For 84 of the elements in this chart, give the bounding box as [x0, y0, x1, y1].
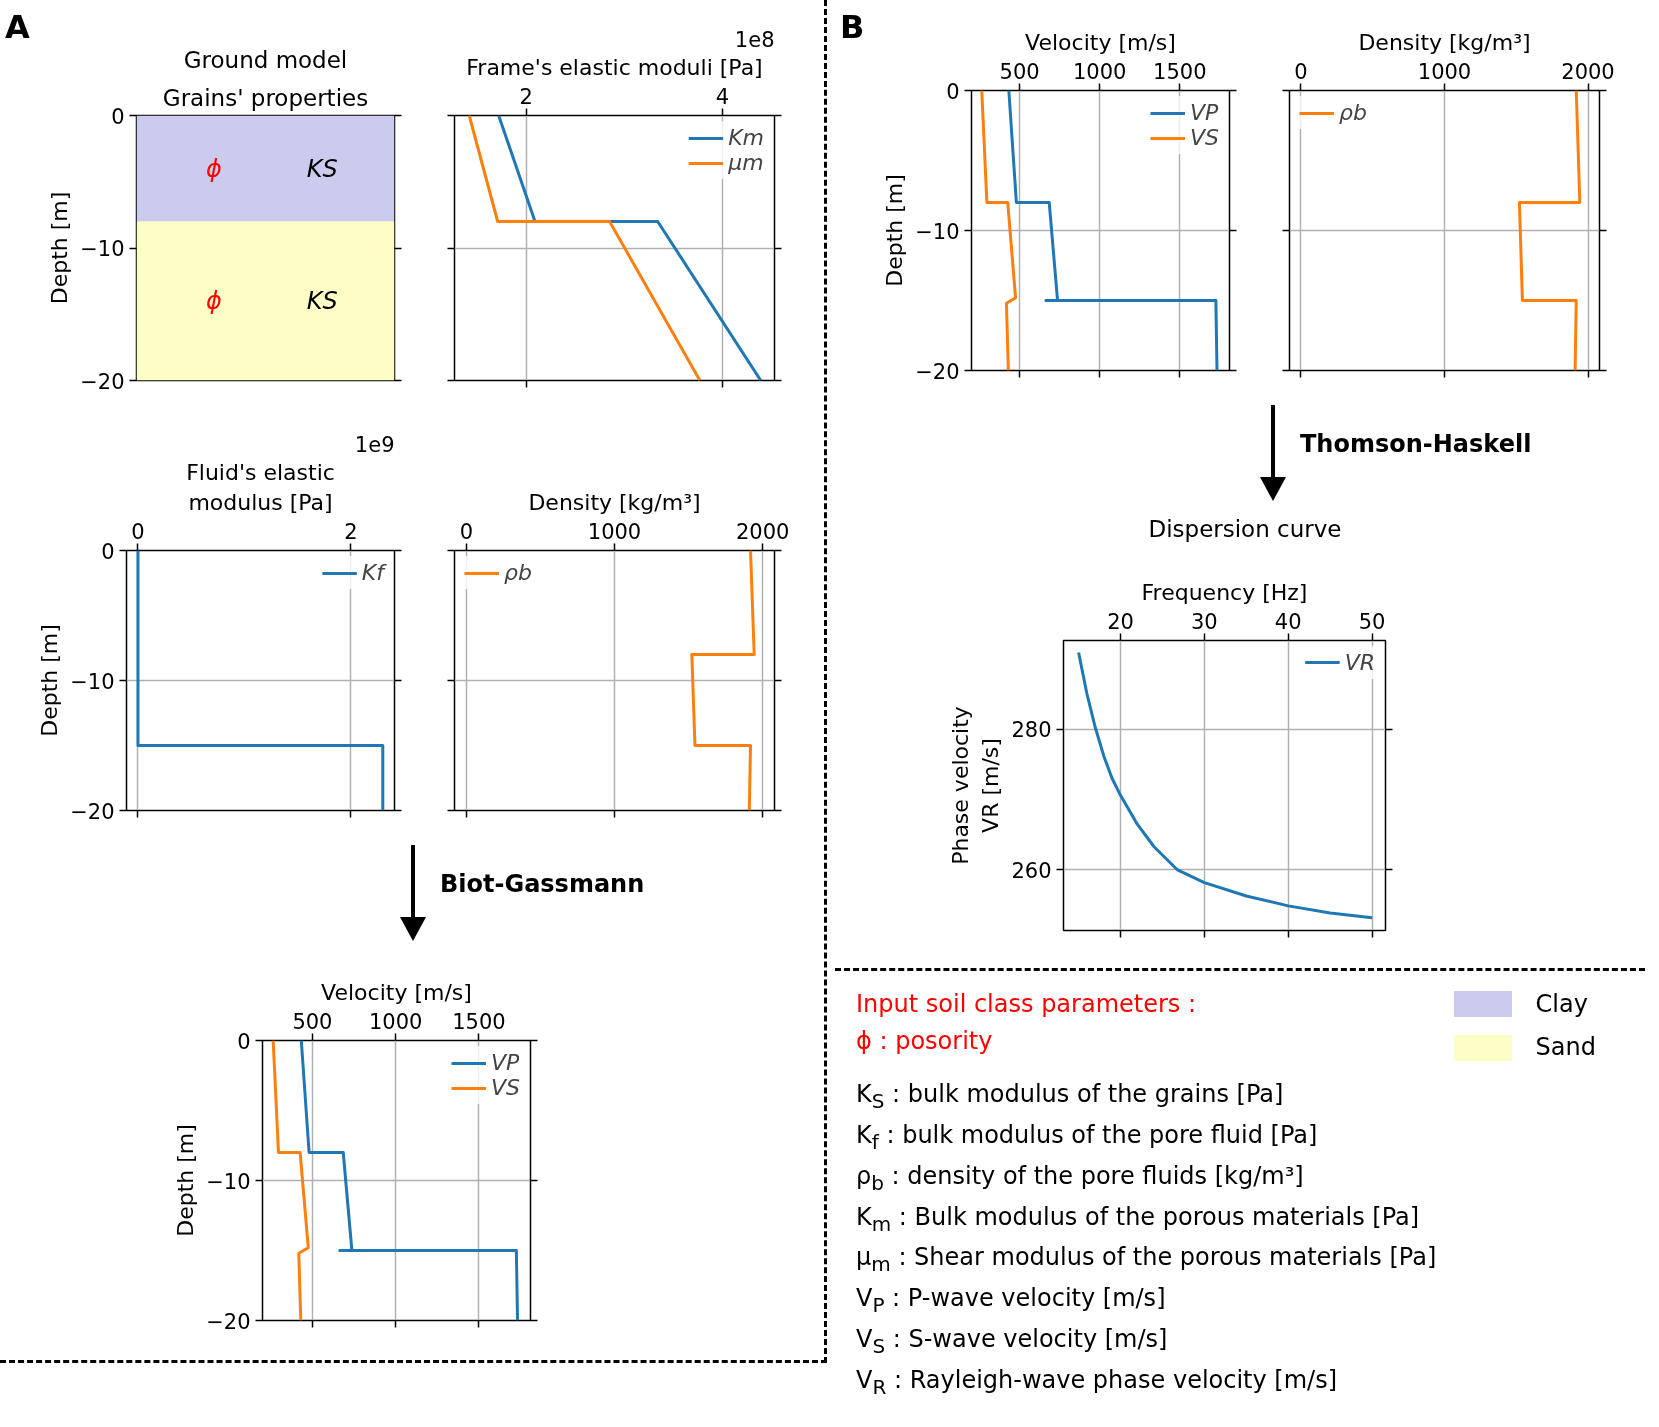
- x-tick-label: 2000: [1561, 59, 1615, 84]
- text: K$_{m}$ : Bulk modulus of the porous materials [Pa]: [856, 1201, 1421, 1238]
- annotation: ϕ: [205, 287, 222, 315]
- chart-title: Dispersion curve: [1148, 515, 1342, 544]
- legend-label: VS: [490, 1075, 520, 1100]
- line-series: [980, 90, 1018, 371]
- y-axis-title: Depth [m]: [47, 191, 73, 305]
- y-axis-title: Depth [m]: [173, 1124, 199, 1237]
- legend-label: ρb: [504, 560, 532, 585]
- legend-label: VS: [1189, 125, 1219, 150]
- x-tick-label: 0: [459, 519, 474, 544]
- x-axis-title: Velocity [m/s]: [321, 979, 472, 1005]
- x-tick-label: 0: [1294, 59, 1308, 84]
- legend-label: Clay: [1535, 988, 1588, 1020]
- text: μ$_{m}$ : Shear modulus of the porous materials [Pa]: [856, 1242, 1438, 1279]
- legend-label: ρb: [1339, 100, 1367, 125]
- annotation: KS: [306, 154, 338, 183]
- y-tick-label: −10: [915, 219, 960, 244]
- text: V$_{R}$ : Rayleigh-wave phase velocity [m/s]: [856, 1364, 1339, 1401]
- text: K$_{S}$ : bulk modulus of the grains [Pa]: [856, 1079, 1285, 1116]
- text: Input soil class parameters :: [856, 988, 1197, 1020]
- x-tick-label: 2000: [735, 519, 790, 544]
- x-tick-label: 1000: [1072, 59, 1127, 84]
- legend-label: VP: [490, 1050, 520, 1075]
- text: K$_{f}$ : bulk modulus of the pore fluid [Pa]: [856, 1120, 1319, 1156]
- x-tick-label: 500: [292, 1009, 333, 1034]
- x-axis-title: Velocity [m/s]: [1025, 29, 1176, 55]
- x-tick-label: 1000: [368, 1009, 423, 1034]
- annotation: ϕ: [205, 154, 222, 183]
- x-tick-label: 1000: [587, 519, 642, 544]
- legend-label: Sand: [1535, 1032, 1596, 1064]
- x-tick-label: 2: [519, 84, 533, 109]
- x-tick-label: 1500: [452, 1009, 506, 1034]
- line-series: [1077, 650, 1374, 920]
- line-series: [299, 1040, 520, 1321]
- y-tick-label: 0: [101, 539, 115, 564]
- y-axis-title: Depth [m]: [37, 624, 63, 737]
- y-tick-label: −20: [80, 369, 125, 394]
- annotation: KS: [306, 287, 338, 315]
- y-tick-label: −10: [80, 237, 125, 261]
- text: ϕ : posority: [856, 1026, 994, 1058]
- x-axis-title: Fluid's elastic modulus [Pa]: [186, 459, 335, 515]
- text: V$_{P}$ : P-wave velocity [m/s]: [856, 1283, 1167, 1320]
- y-tick-label: −20: [206, 1309, 251, 1334]
- legend-label: Km: [728, 125, 764, 150]
- text: A: [5, 7, 30, 48]
- y-tick-label: −20: [915, 359, 960, 384]
- x-axis-title: Frame's elastic moduli [Pa]: [466, 54, 763, 80]
- y-tick-label: −10: [206, 1169, 251, 1194]
- x-tick-label: 50: [1358, 609, 1386, 634]
- legend-label: VP: [1189, 100, 1219, 125]
- legend-label: μm: [728, 150, 764, 175]
- x-tick-label: 20: [1107, 609, 1134, 634]
- text: B: [840, 7, 865, 48]
- x-axis-title: Density [kg/m³]: [528, 489, 701, 515]
- text: V$_{S}$ : S-wave velocity [m/s]: [856, 1324, 1169, 1360]
- text: Biot-Gassmann: [440, 869, 645, 900]
- x-tick-label: 1500: [1153, 59, 1207, 84]
- x-axis-title: Density [kg/m³]: [1358, 29, 1531, 55]
- y-axis-title: Depth [m]: [882, 174, 908, 287]
- text: 1e8: [734, 27, 775, 52]
- x-axis-title: Frequency [Hz]: [1141, 579, 1308, 605]
- y-axis-title: Phase velocity VR [m/s]: [948, 706, 1004, 865]
- y-tick-label: 0: [237, 1029, 251, 1054]
- text: 1e9: [354, 432, 395, 457]
- x-tick-label: 1000: [1417, 59, 1472, 84]
- chart-title: Ground model: [183, 46, 348, 73]
- text: Thomson-Haskell: [1300, 429, 1532, 460]
- x-tick-label: 2: [344, 519, 358, 544]
- y-tick-label: 0: [111, 104, 125, 129]
- y-tick-label: −10: [70, 669, 115, 694]
- x-tick-label: 4: [715, 84, 730, 109]
- line-series: [271, 1040, 310, 1321]
- line-series: [1007, 90, 1219, 371]
- x-tick-label: 40: [1274, 609, 1302, 634]
- x-tick-label: 30: [1191, 609, 1218, 634]
- x-tick-label: 0: [131, 519, 145, 544]
- chart-subtitle: Grains' properties: [162, 84, 369, 111]
- y-tick-label: 260: [1011, 858, 1052, 883]
- x-tick-label: 500: [999, 59, 1040, 84]
- y-tick-label: −20: [70, 799, 115, 824]
- legend-label: VR: [1344, 649, 1375, 675]
- y-tick-label: 280: [1011, 718, 1052, 743]
- text: ρ$_{b}$ : density of the pore fluids [kg/m³]: [856, 1160, 1305, 1197]
